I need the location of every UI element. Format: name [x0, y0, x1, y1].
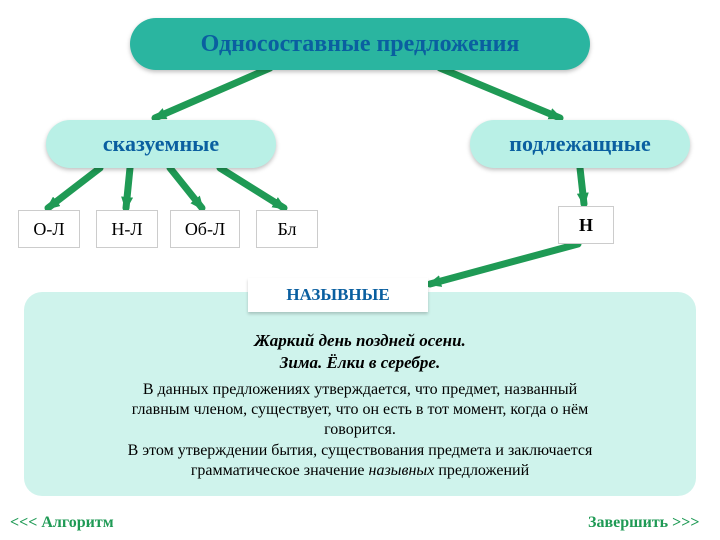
diagram-title-text: Односоставные предложения	[201, 31, 520, 58]
leaf-n: Н	[558, 206, 614, 244]
explanation-panel: Жаркий день поздней осени. Зима. Ёлки в …	[24, 292, 696, 496]
category-nominative-label: НАЗЫВНЫЕ	[286, 285, 389, 305]
branch-subject-label: подлежащные	[509, 131, 650, 157]
explanation-line: грамматическое значение назывных предлож…	[48, 461, 672, 481]
example-sentences: Жаркий день поздней осени. Зима. Ёлки в …	[48, 330, 672, 374]
leaf-nl: Н-Л	[96, 210, 158, 248]
nav-back-link[interactable]: <<< Алгоритм	[10, 514, 114, 532]
branch-predicate-label: сказуемные	[103, 131, 219, 157]
leaf-bl: Бл	[256, 210, 318, 248]
branch-predicate: сказуемные	[46, 120, 276, 168]
explanation-line: главным членом, существует, что он есть …	[48, 400, 672, 420]
category-nominative: НАЗЫВНЫЕ	[248, 278, 428, 312]
explanation-line: В этом утверждении бытия, существования …	[48, 441, 672, 461]
nav-next-link[interactable]: Завершить >>>	[588, 514, 699, 532]
explanation-line: говорится.	[48, 420, 672, 440]
explanation-line: В данных предложениях утверждается, что …	[48, 380, 672, 400]
explanation-body: В данных предложениях утверждается, что …	[48, 380, 672, 482]
diagram-title: Односоставные предложения	[130, 18, 590, 70]
example-line-2: Зима. Ёлки в серебре.	[280, 353, 440, 372]
example-line-1: Жаркий день поздней осени.	[254, 331, 466, 350]
leaf-ol: О-Л	[18, 210, 80, 248]
leaf-obl: Об-Л	[170, 210, 240, 248]
branch-subject: подлежащные	[470, 120, 690, 168]
